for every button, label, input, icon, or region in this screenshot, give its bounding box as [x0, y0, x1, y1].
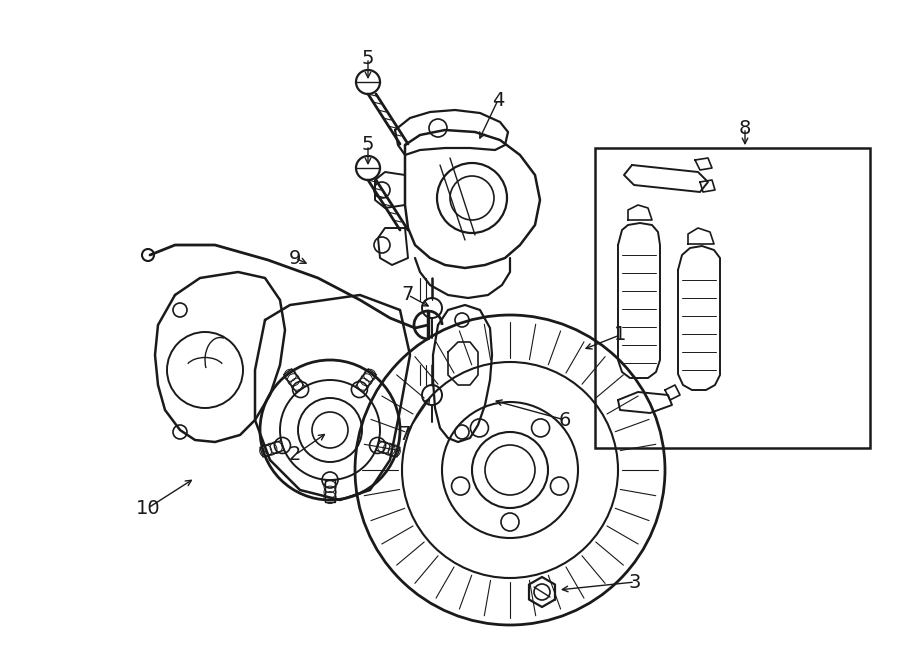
Text: 10: 10	[136, 498, 160, 518]
Text: 5: 5	[362, 136, 374, 155]
Text: 3: 3	[629, 572, 641, 592]
Text: 5: 5	[362, 48, 374, 67]
Text: 7: 7	[401, 286, 414, 305]
Text: 4: 4	[491, 91, 504, 110]
Text: 1: 1	[614, 325, 626, 344]
Text: 7: 7	[399, 426, 411, 444]
Text: 9: 9	[289, 249, 302, 268]
Text: 8: 8	[739, 118, 752, 137]
Bar	[595, 148, 870, 448]
Text: 6: 6	[559, 410, 572, 430]
Text: 2: 2	[289, 446, 302, 465]
